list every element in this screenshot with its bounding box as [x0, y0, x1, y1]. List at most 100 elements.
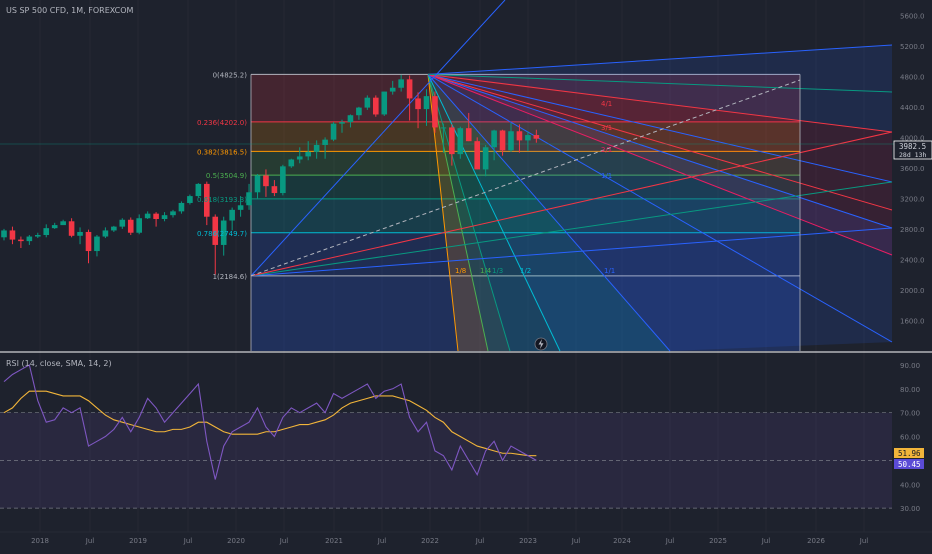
symbol-title[interactable]: US SP 500 CFD, 1M, FOREXCOM	[6, 6, 134, 15]
candle	[144, 211, 151, 219]
candle	[305, 141, 311, 161]
candle	[220, 216, 227, 256]
candle	[170, 209, 176, 218]
fib-level-label: 0.236(4202.0)	[197, 119, 247, 127]
candle	[153, 212, 159, 227]
candle	[322, 137, 328, 159]
candle-body	[398, 79, 404, 88]
candle-body	[533, 135, 540, 139]
candle	[85, 229, 92, 264]
candle	[373, 95, 379, 117]
candle-body	[491, 130, 497, 148]
candle	[330, 122, 337, 142]
rsi-panel	[0, 364, 892, 509]
fan-line	[250, 131, 893, 277]
candle-body	[127, 219, 134, 233]
fan-ratio-label: 3/1	[601, 124, 612, 132]
candle-body	[195, 183, 202, 197]
fan-wedge	[428, 74, 892, 352]
price-tick-label: 2400.0	[900, 256, 925, 264]
time-tick-label: 2019	[129, 537, 147, 545]
fib-zone-extension	[251, 275, 800, 351]
rsi-tick-label: 40.00	[900, 481, 920, 489]
candle	[280, 164, 286, 196]
candle	[449, 124, 455, 166]
candle-body	[499, 130, 506, 151]
candle-body	[389, 87, 396, 92]
candle-body	[51, 225, 58, 229]
candle	[263, 169, 269, 197]
candle	[102, 227, 109, 239]
price-tick-label: 3600.0	[900, 165, 925, 173]
candle-body	[440, 127, 447, 129]
lightning-icon[interactable]	[534, 337, 548, 351]
rsi-indicator-title[interactable]: RSI (14, close, SMA, 14, 2)	[6, 359, 112, 368]
candle-body	[516, 131, 523, 141]
candle	[474, 137, 480, 170]
candle-body	[313, 144, 320, 152]
candle-body	[508, 131, 514, 151]
fan-wedge	[428, 45, 892, 132]
candle	[229, 207, 235, 231]
candle	[119, 218, 126, 229]
candle-body	[347, 115, 354, 123]
candle-body	[246, 192, 252, 206]
candle	[51, 222, 58, 229]
candle	[356, 106, 362, 120]
candle	[254, 173, 261, 199]
rsi-tick-label: 30.00	[900, 505, 920, 513]
time-tick-label: Jul	[761, 537, 771, 545]
candle	[77, 227, 83, 245]
fan-ratio-label: 1/4	[480, 267, 492, 275]
price-axis[interactable]: 5600.0 5200.0 4800.0 4400.0 4000.0 3600.0 3200…	[900, 12, 925, 325]
time-tick-label: 2025	[709, 537, 727, 545]
fib-retracement-zones[interactable]	[251, 73, 800, 351]
time-tick-label: 2026	[807, 537, 825, 545]
candle-body	[415, 98, 421, 110]
candle	[43, 224, 50, 238]
candle	[35, 232, 41, 239]
candle-body	[296, 156, 303, 160]
candle	[127, 217, 134, 236]
candle-body	[322, 139, 328, 145]
candle-body	[465, 128, 472, 142]
candle-body	[457, 128, 464, 155]
candle	[111, 225, 117, 232]
fan-ratio-label: 1/2	[520, 267, 531, 275]
time-tick-label: Jul	[475, 537, 485, 545]
candle	[465, 112, 472, 142]
candle-body	[432, 96, 438, 128]
time-tick-label: 2024	[613, 537, 631, 545]
price-tick-label: 4800.0	[900, 73, 925, 81]
time-axis[interactable]: 2018 Jul 2019 Jul 2020 Jul 2021 Jul 2022 Jul 2023 J…	[0, 531, 932, 545]
candle-body	[77, 231, 83, 236]
candle	[212, 214, 219, 275]
candle	[491, 129, 497, 161]
candle-body	[178, 202, 185, 212]
candle-body	[373, 97, 379, 115]
fib-zone	[251, 198, 800, 233]
time-tick-label: 2022	[421, 537, 439, 545]
candle	[136, 214, 142, 235]
candle-body	[220, 220, 227, 245]
rsi-line	[3, 364, 537, 480]
candle-body	[111, 226, 117, 231]
candle-body	[144, 213, 151, 219]
candle-body	[9, 230, 16, 240]
fan-line	[250, 0, 506, 277]
candle-body	[364, 97, 371, 108]
candle-body	[423, 96, 430, 110]
rsi-tick-label: 90.00	[900, 362, 920, 370]
candle-body	[102, 230, 109, 237]
fib-level-label: 0(4825.2)	[213, 71, 248, 79]
fib-level-label: 0.618(3193.3)	[197, 196, 247, 204]
candle	[457, 126, 464, 159]
rsi-axis[interactable]: 90.00 80.00 70.00 60.00 40.00 30.00	[900, 362, 920, 513]
candle	[1, 228, 7, 241]
candle-body	[229, 209, 235, 221]
time-tick-label: Jul	[377, 537, 387, 545]
candle	[389, 80, 396, 95]
candle-body	[263, 175, 269, 187]
time-tick-label: Jul	[665, 537, 675, 545]
